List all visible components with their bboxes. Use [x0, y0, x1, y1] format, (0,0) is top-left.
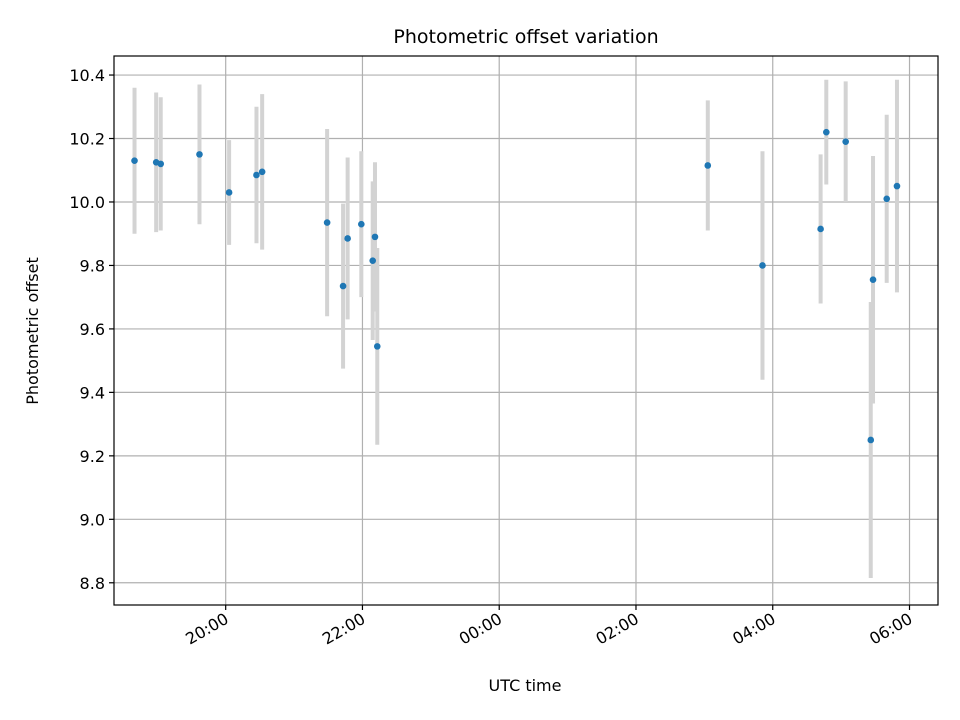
- data-point: [344, 235, 351, 242]
- y-axis-label: Photometric offset: [23, 257, 42, 405]
- data-point: [823, 128, 830, 136]
- y-tick-label: 9.6: [80, 320, 105, 339]
- plot-area-frame: [113, 55, 939, 606]
- data-point: [157, 160, 165, 168]
- data-point: [867, 436, 875, 444]
- data-point: [842, 138, 849, 145]
- data-point: [196, 151, 203, 158]
- data-points: [131, 128, 901, 444]
- y-axis: 8.8 9.0 9.2 9.4 9.6 9.8 10.0 10.2 10.4: [69, 66, 114, 593]
- y-tick-label: 9.4: [80, 383, 105, 402]
- data-point: [371, 233, 379, 241]
- x-axis-label: UTC time: [489, 676, 562, 695]
- data-point: [258, 168, 266, 176]
- chart-title: Photometric offset variation: [393, 26, 658, 48]
- data-point: [869, 276, 877, 284]
- data-point: [358, 220, 365, 228]
- y-tick-label: 8.8: [80, 574, 105, 593]
- data-point: [323, 219, 331, 226]
- y-tick-label: 9.8: [80, 256, 105, 275]
- y-tick-label: 9.0: [80, 510, 105, 529]
- data-point: [131, 157, 138, 165]
- data-point: [883, 195, 891, 203]
- data-point: [893, 182, 901, 190]
- y-tick-label: 10.0: [69, 193, 105, 212]
- grid: [114, 56, 938, 605]
- y-tick-label: 10.4: [69, 66, 105, 85]
- data-point: [704, 162, 712, 169]
- data-point: [369, 257, 377, 264]
- data-point: [373, 343, 381, 350]
- y-tick-label: 9.2: [80, 447, 105, 466]
- y-tick-label: 10.2: [69, 130, 105, 149]
- data-point: [817, 225, 824, 233]
- data-point: [339, 282, 347, 290]
- data-point: [759, 262, 766, 269]
- data-point: [225, 189, 233, 196]
- data-point: [253, 171, 260, 179]
